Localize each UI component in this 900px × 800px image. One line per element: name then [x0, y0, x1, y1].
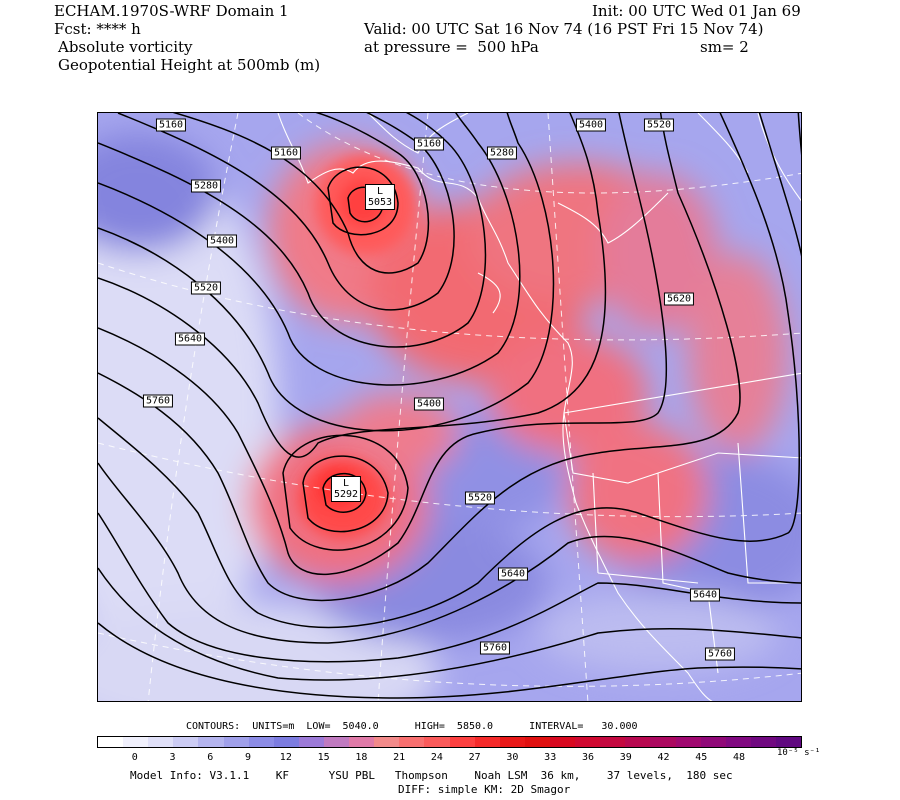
colorbar-tick-label: 0: [131, 752, 138, 763]
colorbar-tick-label: 18: [355, 752, 368, 763]
contour-label: 5160: [155, 118, 187, 132]
map-panel: 5160 5160 5280 5400 5520 5640 5760 5160 …: [97, 112, 802, 702]
smoothing-value: sm= 2: [700, 38, 749, 56]
colorbar-tick-label: 3: [169, 752, 176, 763]
field-name-height: Geopotential Height at 500mb (m): [58, 56, 321, 74]
colorbar-swatch: [349, 737, 375, 747]
colorbar-tick-label: 6: [207, 752, 214, 763]
contour-label: 5400: [575, 118, 607, 132]
colorbar-tick-label: 48: [733, 752, 746, 763]
contour-label: 5760: [142, 394, 174, 408]
colorbar-swatch: [524, 737, 550, 747]
contour-label: 5640: [689, 588, 721, 602]
init-time: Init: 00 UTC Wed 01 Jan 69: [592, 2, 801, 20]
colorbar-swatch: [474, 737, 500, 747]
colorbar-swatch: [298, 737, 324, 747]
colorbar-swatch: [549, 737, 576, 747]
contour-label: 5640: [497, 567, 529, 581]
colorbar-tick-label: 45: [695, 752, 708, 763]
colorbar-swatch: [600, 737, 626, 747]
colorbar-tick-label: 36: [581, 752, 594, 763]
colorbar-swatch: [273, 737, 299, 747]
valid-time: Valid: 00 UTC Sat 16 Nov 74 (16 PST Fri …: [364, 20, 764, 38]
colorbar-swatch: [499, 737, 525, 747]
contour-label: 5520: [643, 118, 675, 132]
colorbar-tick-label: 21: [393, 752, 406, 763]
model-title: ECHAM.1970S-WRF Domain 1: [54, 2, 289, 20]
contour-label: 5280: [486, 146, 518, 160]
colorbar-swatch: [323, 737, 350, 747]
colorbar-tick-label: 33: [544, 752, 557, 763]
colorbar-tick-label: 24: [430, 752, 443, 763]
low-value: 5053: [367, 197, 393, 208]
colorbar-swatch: [248, 737, 274, 747]
colorbar-swatch: [98, 737, 124, 747]
colorbar-swatch: [625, 737, 651, 747]
contour-label: 5280: [190, 179, 222, 193]
colorbar-swatch: [700, 737, 726, 747]
contour-label: 5520: [464, 491, 496, 505]
contour-label: 5620: [663, 292, 695, 306]
contour-label: 5760: [479, 641, 511, 655]
colorbar-swatch: [173, 737, 199, 747]
field-name-vorticity: Absolute vorticity: [58, 38, 193, 56]
colorbar-swatch: [198, 737, 224, 747]
colorbar-tick-label: 42: [657, 752, 670, 763]
model-info: Model Info: V3.1.1 KF YSU PBL Thompson N…: [130, 769, 733, 782]
colorbar-swatch: [725, 737, 751, 747]
colorbar-tick-label: 39: [619, 752, 632, 763]
colorbar-tick-label: 30: [506, 752, 519, 763]
colorbar-swatch: [424, 737, 450, 747]
contour-label: 5640: [174, 332, 206, 346]
low-symbol: L: [342, 478, 350, 489]
low-pressure-marker: L 5292: [330, 476, 362, 502]
colorbar-tick-label: 27: [468, 752, 481, 763]
low-value: 5292: [333, 489, 359, 500]
height-contours: [98, 113, 801, 699]
colorbar-swatch: [374, 737, 400, 747]
pressure-level: at pressure = 500 hPa: [364, 38, 539, 56]
map-canvas: [98, 113, 801, 701]
colorbar-swatch: [123, 737, 149, 747]
colorbar-swatch: [223, 737, 249, 747]
colorbar-tick-label: 12: [279, 752, 292, 763]
contour-label: 5160: [270, 146, 302, 160]
contour-label: 5400: [206, 234, 238, 248]
contour-label: 5160: [413, 137, 445, 151]
colorbar-swatch: [775, 737, 802, 747]
colorbar-swatch: [449, 737, 475, 747]
model-diff-info: DIFF: simple KM: 2D Smagor: [398, 783, 571, 796]
colorbar-swatch: [650, 737, 676, 747]
colorbar-swatch: [575, 737, 601, 747]
colorbar-swatch: [750, 737, 776, 747]
contour-label: 5400: [413, 397, 445, 411]
contour-label: 5760: [704, 647, 736, 661]
contour-info: CONTOURS: UNITS=m LOW= 5040.0 HIGH= 5850…: [186, 721, 638, 732]
colorbar-swatch: [675, 737, 701, 747]
low-pressure-marker: L 5053: [364, 184, 396, 210]
coastlines: [277, 113, 801, 701]
colorbar-swatch: [148, 737, 174, 747]
colorbar-swatch: [399, 737, 425, 747]
low-symbol: L: [376, 186, 384, 197]
colorbar-tick-label: 15: [317, 752, 330, 763]
colorbar: [97, 736, 802, 748]
contour-label: 5520: [190, 281, 222, 295]
colorbar-tick-label: 9: [245, 752, 252, 763]
forecast-hour: Fcst: **** h: [54, 20, 141, 38]
colorbar-units: 10⁻⁵ s⁻¹: [777, 748, 821, 758]
